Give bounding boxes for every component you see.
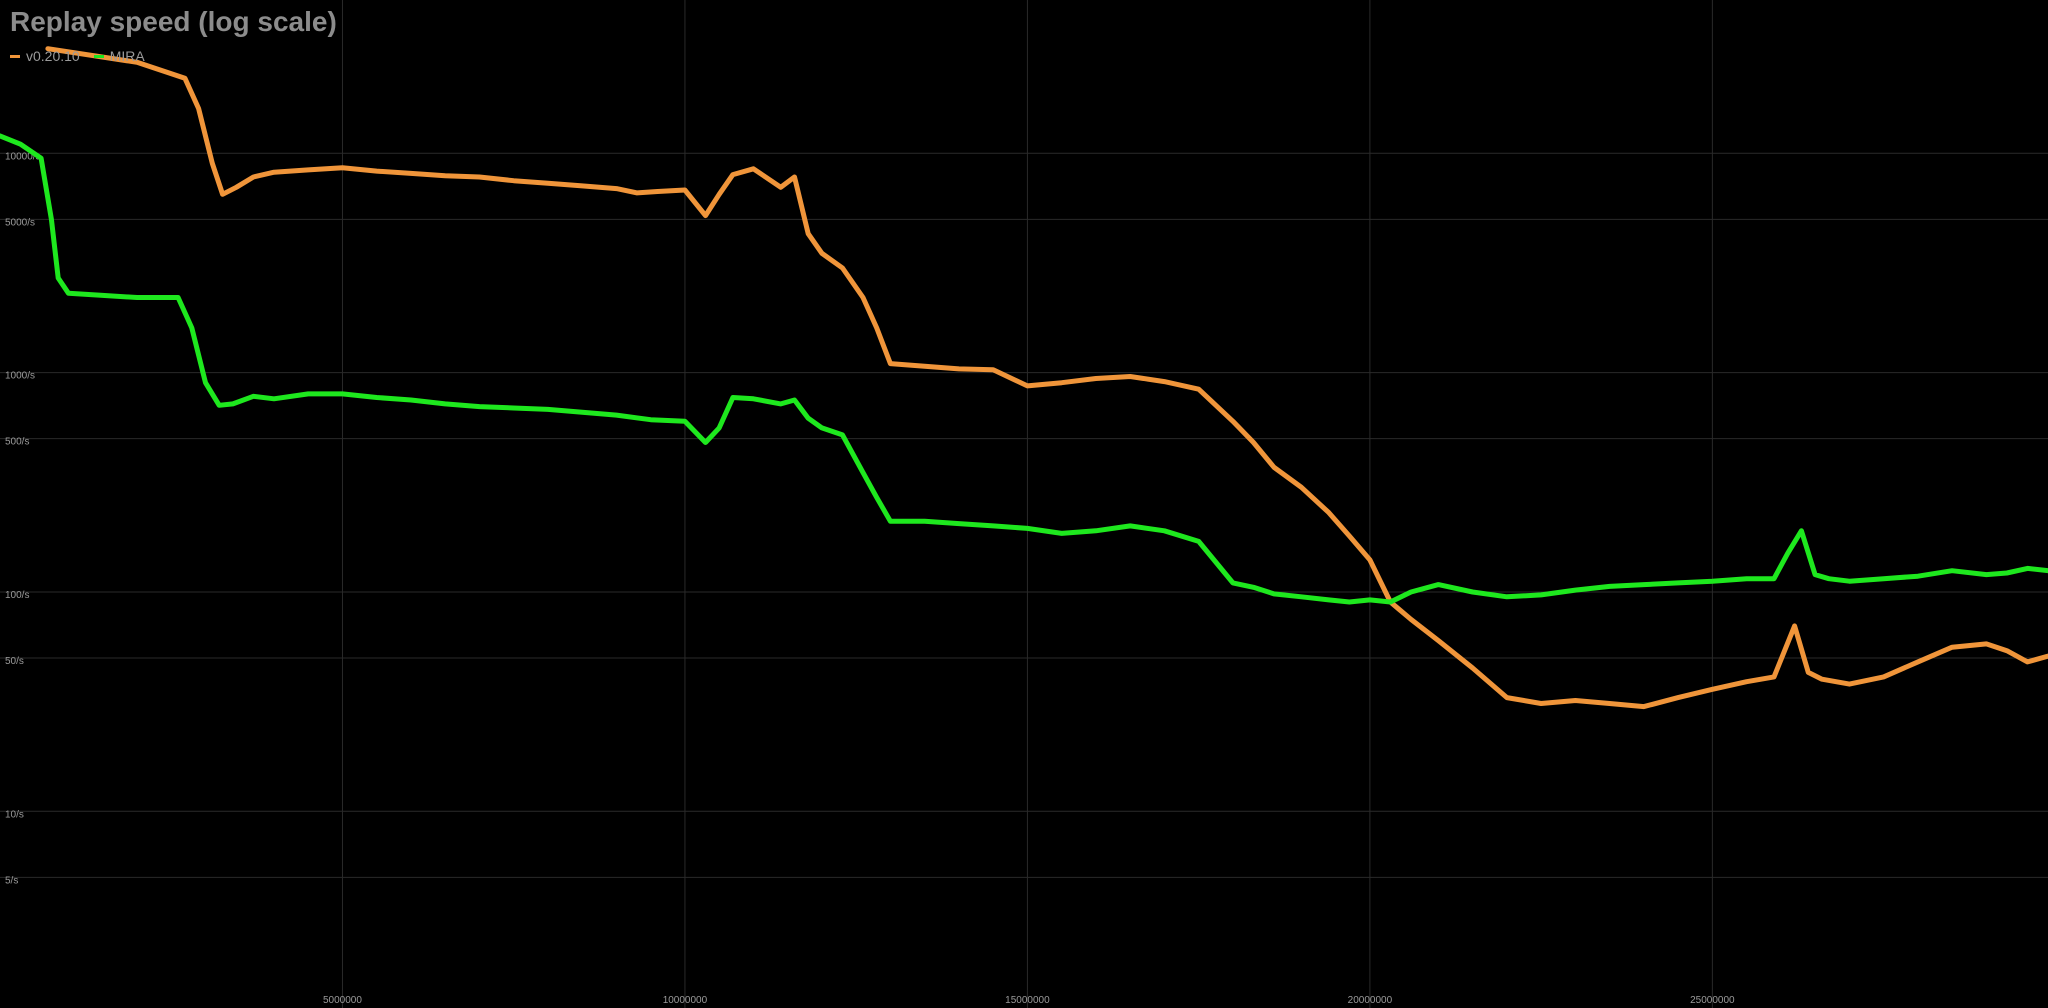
legend-label-mira: MIRA bbox=[109, 48, 145, 64]
y-tick-label: 10000/s bbox=[5, 151, 41, 162]
legend-item-mira[interactable]: MIRA bbox=[93, 48, 145, 64]
y-tick-label: 5/s bbox=[5, 875, 18, 886]
legend-item-v0-20-10[interactable]: v0.20.10 bbox=[10, 48, 80, 64]
y-tick-label: 10/s bbox=[5, 809, 24, 820]
legend-swatch-mira bbox=[93, 54, 104, 58]
y-axis-tick-labels: 10000/s 5000/s 1000/s 500/s 100/s 50/s 10/s 5/s bbox=[5, 151, 41, 886]
series-line-v0-20-10 bbox=[45, 46, 2048, 710]
y-tick-label: 500/s bbox=[5, 437, 29, 448]
series-lines bbox=[0, 46, 2048, 710]
series-line-mira bbox=[0, 133, 2048, 605]
y-tick-label: 50/s bbox=[5, 656, 24, 667]
x-tick-label: 20000000 bbox=[1348, 995, 1393, 1006]
x-tick-label: 25000000 bbox=[1690, 995, 1735, 1006]
legend-label-v0-20-10: v0.20.10 bbox=[26, 48, 80, 64]
x-tick-label: 10000000 bbox=[663, 995, 708, 1006]
x-tick-label: 15000000 bbox=[1005, 995, 1050, 1006]
x-axis-tick-labels: 5000000 10000000 15000000 20000000 25000000 bbox=[323, 995, 1735, 1006]
y-tick-label: 100/s bbox=[5, 590, 29, 601]
legend: v0.20.10 MIRA bbox=[10, 48, 145, 64]
y-tick-label: 1000/s bbox=[5, 371, 35, 382]
chart-title: Replay speed (log scale) bbox=[10, 6, 337, 37]
x-tick-label: 5000000 bbox=[323, 995, 362, 1006]
legend-swatch-v0-20-10 bbox=[10, 54, 20, 58]
y-tick-label: 5000/s bbox=[5, 217, 35, 228]
